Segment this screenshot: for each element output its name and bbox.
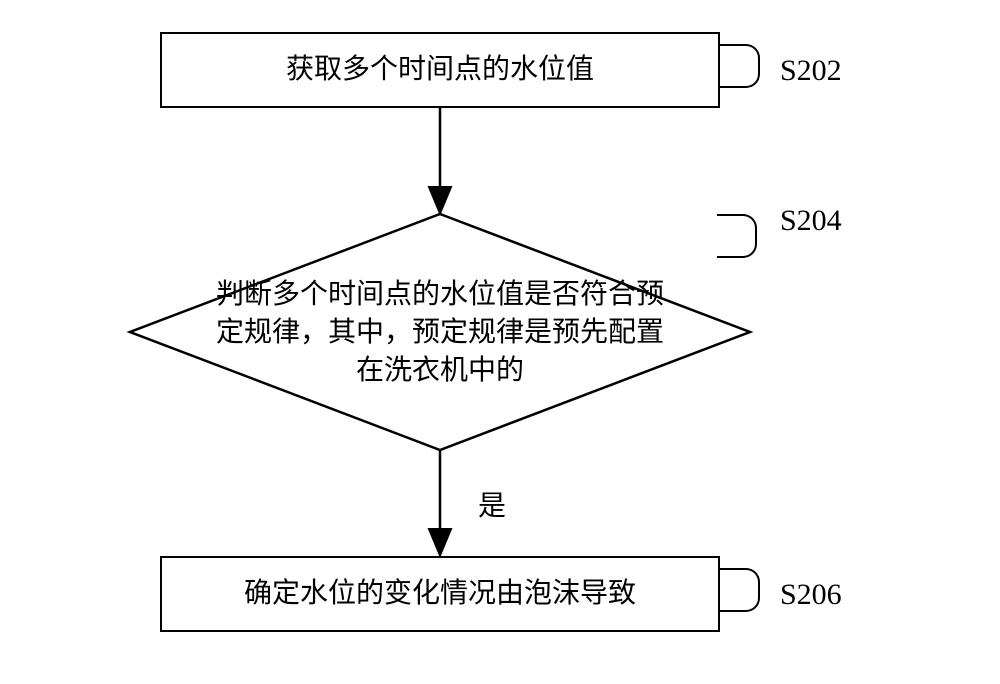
decision-line-2: 定规律，其中，预定规律是预先配置 [180,314,700,352]
decision-line-3: 在洗衣机中的 [180,352,700,390]
process-node-1-text: 获取多个时间点的水位值 [276,50,604,89]
bracket-n3 [720,568,760,612]
step-label-1: S202 [780,54,842,88]
step-label-2: S204 [780,204,842,238]
process-node-1: 获取多个时间点的水位值 [160,32,720,108]
edge-label-yes: 是 [478,484,506,524]
step-label-3: S206 [780,578,842,612]
process-node-3: 确定水位的变化情况由泡沫导致 [160,556,720,632]
flowchart-container: 获取多个时间点的水位值 S202 判断多个时间点的水位值是否符合预 定规律，其中… [0,0,1000,684]
process-node-3-text: 确定水位的变化情况由泡沫导致 [234,574,646,613]
decision-line-1: 判断多个时间点的水位值是否符合预 [180,276,700,314]
decision-node-text: 判断多个时间点的水位值是否符合预 定规律，其中，预定规律是预先配置 在洗衣机中的 [180,276,700,389]
bracket-n1 [720,44,760,88]
bracket-n2 [717,214,757,258]
